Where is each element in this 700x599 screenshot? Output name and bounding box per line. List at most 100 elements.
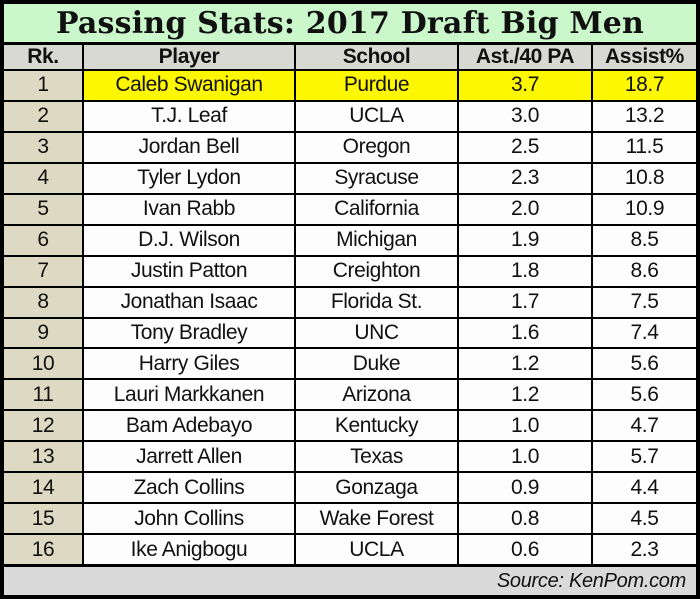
table-row: 16 Ike Anigbogu UCLA 0.6 2.3 bbox=[4, 533, 696, 564]
assist-pct-cell: 11.5 bbox=[591, 130, 696, 164]
school-cell: Duke bbox=[294, 347, 459, 381]
school-cell: Purdue bbox=[294, 69, 459, 102]
rank-cell: 11 bbox=[4, 378, 84, 412]
assist-pct-cell: 7.4 bbox=[591, 316, 696, 350]
page-title: Passing Stats: 2017 Draft Big Men bbox=[4, 4, 696, 45]
assist-pct-cell: 5.7 bbox=[591, 440, 696, 474]
school-cell: Arizona bbox=[294, 378, 459, 412]
column-header-rank: Rk. bbox=[4, 45, 84, 71]
player-cell: Lauri Markkanen bbox=[82, 378, 296, 412]
assist-pct-cell: 18.7 bbox=[591, 69, 696, 102]
school-cell: UCLA bbox=[294, 99, 459, 133]
rank-cell: 9 bbox=[4, 316, 84, 350]
table-header: Rk. Player School Ast./40 PA Assist% bbox=[4, 45, 696, 71]
rank-cell: 1 bbox=[4, 69, 84, 102]
column-header-assist-pct: Assist% bbox=[591, 45, 696, 71]
rank-cell: 8 bbox=[4, 285, 84, 319]
rank-cell: 12 bbox=[4, 409, 84, 443]
rank-cell: 13 bbox=[4, 440, 84, 474]
assist-pct-cell: 13.2 bbox=[591, 99, 696, 133]
player-cell: Jonathan Isaac bbox=[82, 285, 296, 319]
assist-pct-cell: 5.6 bbox=[591, 378, 696, 412]
ast40-cell: 0.9 bbox=[457, 471, 593, 505]
rank-cell: 14 bbox=[4, 471, 84, 505]
assist-pct-cell: 4.7 bbox=[591, 409, 696, 443]
table-row: 2 T.J. Leaf UCLA 3.0 13.2 bbox=[4, 99, 696, 133]
school-cell: Kentucky bbox=[294, 409, 459, 443]
player-cell: Ike Anigbogu bbox=[82, 533, 296, 564]
player-cell: Jordan Bell bbox=[82, 130, 296, 164]
ast40-cell: 0.6 bbox=[457, 533, 593, 564]
assist-pct-cell: 5.6 bbox=[591, 347, 696, 381]
player-cell: Bam Adebayo bbox=[82, 409, 296, 443]
player-cell: Tony Bradley bbox=[82, 316, 296, 350]
table-row: 5 Ivan Rabb California 2.0 10.9 bbox=[4, 192, 696, 226]
table-row: 14 Zach Collins Gonzaga 0.9 4.4 bbox=[4, 471, 696, 505]
rank-cell: 7 bbox=[4, 254, 84, 288]
table-row: 8 Jonathan Isaac Florida St. 1.7 7.5 bbox=[4, 285, 696, 319]
table-row: 6 D.J. Wilson Michigan 1.9 8.5 bbox=[4, 223, 696, 257]
player-cell: John Collins bbox=[82, 502, 296, 536]
table-row: 13 Jarrett Allen Texas 1.0 5.7 bbox=[4, 440, 696, 474]
player-cell: Caleb Swanigan bbox=[82, 69, 296, 102]
column-header-school: School bbox=[294, 45, 459, 71]
rank-cell: 6 bbox=[4, 223, 84, 257]
assist-pct-cell: 8.5 bbox=[591, 223, 696, 257]
school-cell: Wake Forest bbox=[294, 502, 459, 536]
rank-cell: 2 bbox=[4, 99, 84, 133]
ast40-cell: 1.0 bbox=[457, 409, 593, 443]
ast40-cell: 3.0 bbox=[457, 99, 593, 133]
ast40-cell: 1.2 bbox=[457, 378, 593, 412]
source-note: Source: KenPom.com bbox=[496, 569, 686, 592]
assist-pct-cell: 2.3 bbox=[591, 533, 696, 564]
ast40-cell: 1.0 bbox=[457, 440, 593, 474]
assist-pct-cell: 10.8 bbox=[591, 161, 696, 195]
player-cell: Harry Giles bbox=[82, 347, 296, 381]
table-row: 1 Caleb Swanigan Purdue 3.7 18.7 bbox=[4, 69, 696, 102]
table-row: 12 Bam Adebayo Kentucky 1.0 4.7 bbox=[4, 409, 696, 443]
rank-cell: 10 bbox=[4, 347, 84, 381]
school-cell: Texas bbox=[294, 440, 459, 474]
player-cell: T.J. Leaf bbox=[82, 99, 296, 133]
school-cell: Michigan bbox=[294, 223, 459, 257]
table-row: 15 John Collins Wake Forest 0.8 4.5 bbox=[4, 502, 696, 536]
table-row: 7 Justin Patton Creighton 1.8 8.6 bbox=[4, 254, 696, 288]
school-cell: California bbox=[294, 192, 459, 226]
ast40-cell: 1.8 bbox=[457, 254, 593, 288]
passing-stats-table: Rk. Player School Ast./40 PA Assist% 1 Ca… bbox=[4, 45, 696, 564]
ast40-cell: 1.9 bbox=[457, 223, 593, 257]
rank-cell: 5 bbox=[4, 192, 84, 226]
column-header-player: Player bbox=[82, 45, 296, 71]
ast40-cell: 2.3 bbox=[457, 161, 593, 195]
player-cell: Justin Patton bbox=[82, 254, 296, 288]
rank-cell: 16 bbox=[4, 533, 84, 564]
player-cell: Ivan Rabb bbox=[82, 192, 296, 226]
school-cell: Syracuse bbox=[294, 161, 459, 195]
rank-cell: 4 bbox=[4, 161, 84, 195]
school-cell: Gonzaga bbox=[294, 471, 459, 505]
assist-pct-cell: 4.4 bbox=[591, 471, 696, 505]
table-row: 11 Lauri Markkanen Arizona 1.2 5.6 bbox=[4, 378, 696, 412]
school-cell: UCLA bbox=[294, 533, 459, 564]
source-note-bar: Source: KenPom.com bbox=[4, 564, 696, 595]
column-header-ast40: Ast./40 PA bbox=[457, 45, 593, 71]
table-row: 10 Harry Giles Duke 1.2 5.6 bbox=[4, 347, 696, 381]
header-row: Rk. Player School Ast./40 PA Assist% bbox=[4, 45, 696, 71]
school-cell: Creighton bbox=[294, 254, 459, 288]
player-cell: D.J. Wilson bbox=[82, 223, 296, 257]
rank-cell: 15 bbox=[4, 502, 84, 536]
school-cell: Florida St. bbox=[294, 285, 459, 319]
ast40-cell: 2.5 bbox=[457, 130, 593, 164]
assist-pct-cell: 4.5 bbox=[591, 502, 696, 536]
table-row: 9 Tony Bradley UNC 1.6 7.4 bbox=[4, 316, 696, 350]
ast40-cell: 3.7 bbox=[457, 69, 593, 102]
table-row: 4 Tyler Lydon Syracuse 2.3 10.8 bbox=[4, 161, 696, 195]
assist-pct-cell: 7.5 bbox=[591, 285, 696, 319]
ast40-cell: 1.7 bbox=[457, 285, 593, 319]
table-body: 1 Caleb Swanigan Purdue 3.7 18.7 2 T.J. Leaf UC… bbox=[4, 69, 696, 564]
player-cell: Jarrett Allen bbox=[82, 440, 296, 474]
ast40-cell: 1.6 bbox=[457, 316, 593, 350]
ast40-cell: 1.2 bbox=[457, 347, 593, 381]
ast40-cell: 2.0 bbox=[457, 192, 593, 226]
